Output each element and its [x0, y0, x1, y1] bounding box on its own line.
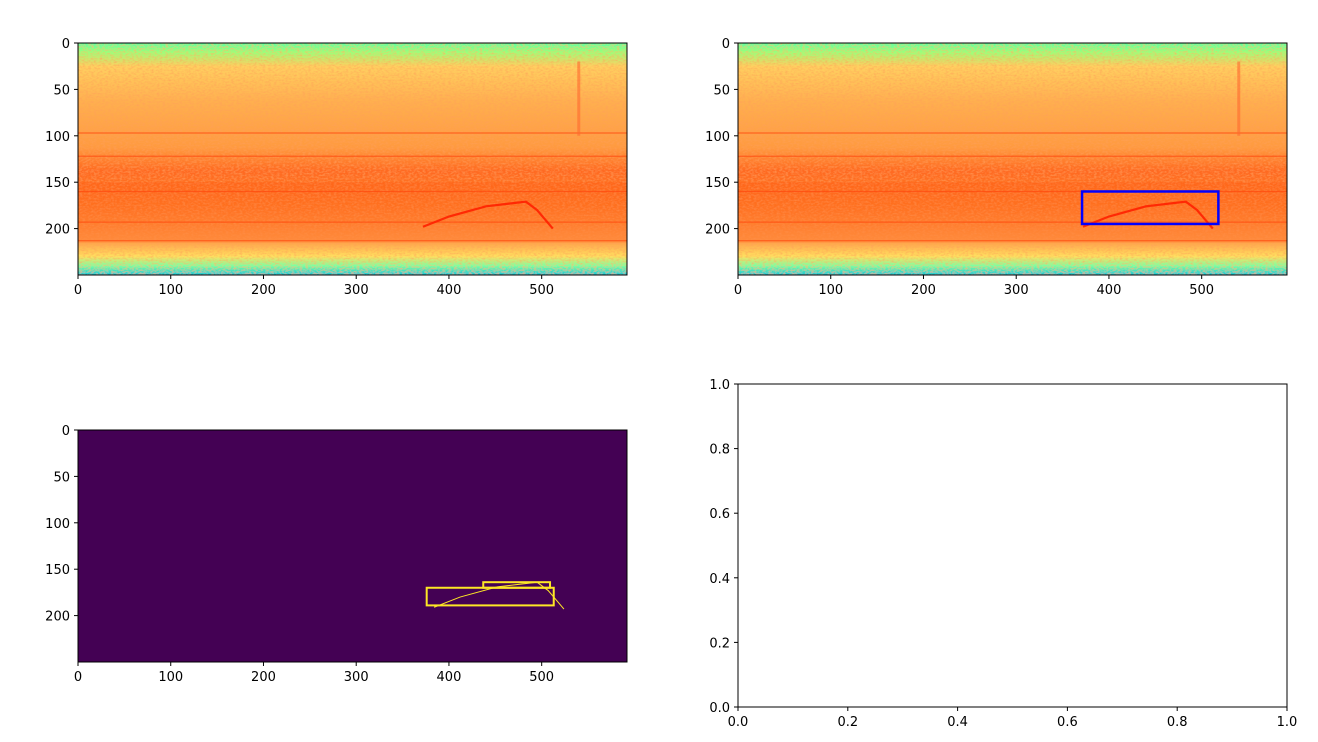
- spectrogram-panel: 0 100 200 300 400 500 0 50 100 150 200: [45, 37, 628, 298]
- call-trace: [422, 200, 554, 230]
- y-tick-label: 150: [45, 176, 70, 191]
- y-tick-label: 0.6: [709, 507, 730, 522]
- x-tick-label: 0: [734, 283, 742, 298]
- x-tick-label: 200: [251, 670, 276, 685]
- x-tick-label: 500: [1189, 283, 1214, 298]
- x-tick-label: 0: [74, 670, 82, 685]
- y-tick-label: 50: [53, 83, 70, 98]
- y-tick-label: 100: [705, 130, 730, 145]
- x-tick-label: 1.0: [1277, 715, 1298, 730]
- x-tick-label: 400: [437, 283, 462, 298]
- x-tick-label: 300: [1004, 283, 1029, 298]
- spectrogram-background: [738, 43, 1287, 275]
- y-tick-label: 0.4: [709, 572, 730, 587]
- y-tick-label: 0: [62, 424, 70, 439]
- x-tick-label: 0: [74, 283, 82, 298]
- x-tick-label: 300: [344, 670, 369, 685]
- axes-frame: [737, 383, 1288, 708]
- y-tick-label: 0.2: [709, 636, 730, 651]
- x-tick-label: 100: [158, 670, 183, 685]
- y-tick-label: 0.0: [709, 701, 730, 716]
- x-tick-label: 200: [251, 283, 276, 298]
- x-tick-label: 400: [1097, 283, 1122, 298]
- x-tick-label: 0.4: [947, 715, 968, 730]
- spectrogram-image: [738, 43, 1287, 275]
- y-tick-label: 200: [45, 610, 70, 625]
- mask-trace: [433, 581, 565, 610]
- x-tick-label: 500: [529, 670, 554, 685]
- mask-panel: 0 100 200 300 400 500 0 50 100 150 200: [45, 424, 628, 685]
- x-tick-label: 100: [818, 283, 843, 298]
- y-tick-label: 50: [53, 470, 70, 485]
- detection-box: [1080, 190, 1220, 226]
- call-trace: [1082, 200, 1214, 230]
- mask-background: [78, 430, 627, 662]
- x-tick-label: 300: [344, 283, 369, 298]
- axes-frame: [77, 42, 628, 276]
- y-tick-label: 50: [713, 83, 730, 98]
- spectrogram-image: [78, 43, 627, 275]
- x-tick-label: 0.6: [1057, 715, 1078, 730]
- spectrogram-detection-panel: 0 100 200 300 400 500 0 50 100 150 200: [705, 37, 1288, 298]
- y-tick-label: 150: [45, 563, 70, 578]
- y-tick-label: 100: [45, 517, 70, 532]
- spectrogram-background: [78, 43, 627, 275]
- y-tick-label: 0: [62, 37, 70, 52]
- x-tick-label: 500: [529, 283, 554, 298]
- x-tick-label: 200: [911, 283, 936, 298]
- x-tick-label: 400: [437, 670, 462, 685]
- y-tick-label: 100: [45, 130, 70, 145]
- energy-band: [78, 182, 627, 243]
- y-tick-label: 1.0: [709, 378, 730, 393]
- mask-box: [482, 581, 552, 589]
- y-tick-label: 150: [705, 176, 730, 191]
- y-tick-label: 200: [45, 223, 70, 238]
- y-tick-label: 200: [705, 223, 730, 238]
- x-tick-label: 0.0: [728, 715, 749, 730]
- axes-frame: [77, 429, 628, 663]
- x-tick-label: 100: [158, 283, 183, 298]
- x-tick-label: 0.8: [1167, 715, 1188, 730]
- axes-frame: [737, 42, 1288, 276]
- x-tick-label: 0.2: [837, 715, 858, 730]
- empty-axes-panel: 0.00.0 0.2 0.2 0.4 0.4 0.6 0.6 0.8 0.8 1.0 1.0: [709, 378, 1297, 730]
- y-tick-label: 0: [722, 37, 730, 52]
- y-tick-label: 0.8: [709, 443, 730, 458]
